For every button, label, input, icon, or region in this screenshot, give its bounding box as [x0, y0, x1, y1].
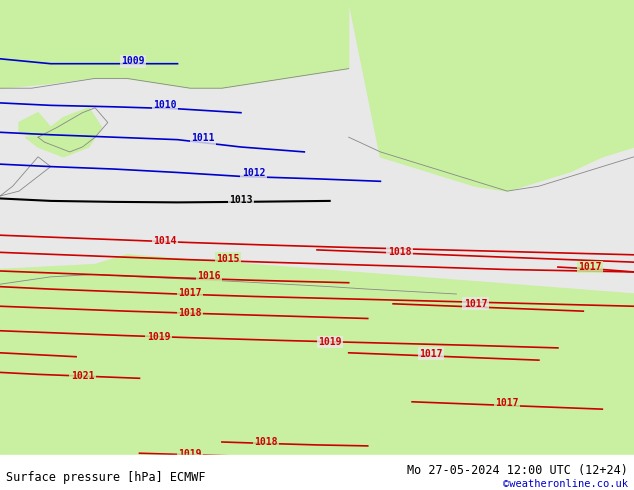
Polygon shape [19, 113, 51, 137]
Polygon shape [0, 255, 634, 490]
Text: 1017: 1017 [495, 398, 519, 408]
Text: 1013: 1013 [229, 195, 253, 205]
Text: 1019: 1019 [146, 332, 171, 342]
Polygon shape [25, 108, 101, 157]
Text: 1018: 1018 [254, 438, 278, 447]
Bar [0, 455, 634, 490]
Text: 1017: 1017 [578, 262, 602, 272]
Text: Surface pressure [hPa] ECMWF: Surface pressure [hPa] ECMWF [6, 471, 206, 484]
Text: 1017: 1017 [178, 288, 202, 298]
Text: 1011: 1011 [191, 133, 215, 143]
Text: 1009: 1009 [121, 56, 145, 66]
Text: Mo 27-05-2024 12:00 UTC (12+24): Mo 27-05-2024 12:00 UTC (12+24) [407, 464, 628, 477]
Text: 1014: 1014 [153, 236, 177, 246]
Text: 1010: 1010 [153, 100, 177, 110]
Polygon shape [349, 0, 634, 191]
Text: 1017: 1017 [463, 299, 488, 309]
Text: 1015: 1015 [216, 254, 240, 264]
Text: 1019: 1019 [318, 337, 342, 347]
Text: 1012: 1012 [242, 169, 266, 178]
Text: 1017: 1017 [419, 349, 443, 359]
Text: 1018: 1018 [387, 247, 411, 257]
Text: ©weatheronline.co.uk: ©weatheronline.co.uk [503, 479, 628, 489]
Polygon shape [0, 0, 349, 88]
Text: 1018: 1018 [178, 308, 202, 318]
Text: 1021: 1021 [70, 371, 94, 381]
Text: 1016: 1016 [197, 271, 221, 281]
Text: 1019: 1019 [178, 449, 202, 459]
